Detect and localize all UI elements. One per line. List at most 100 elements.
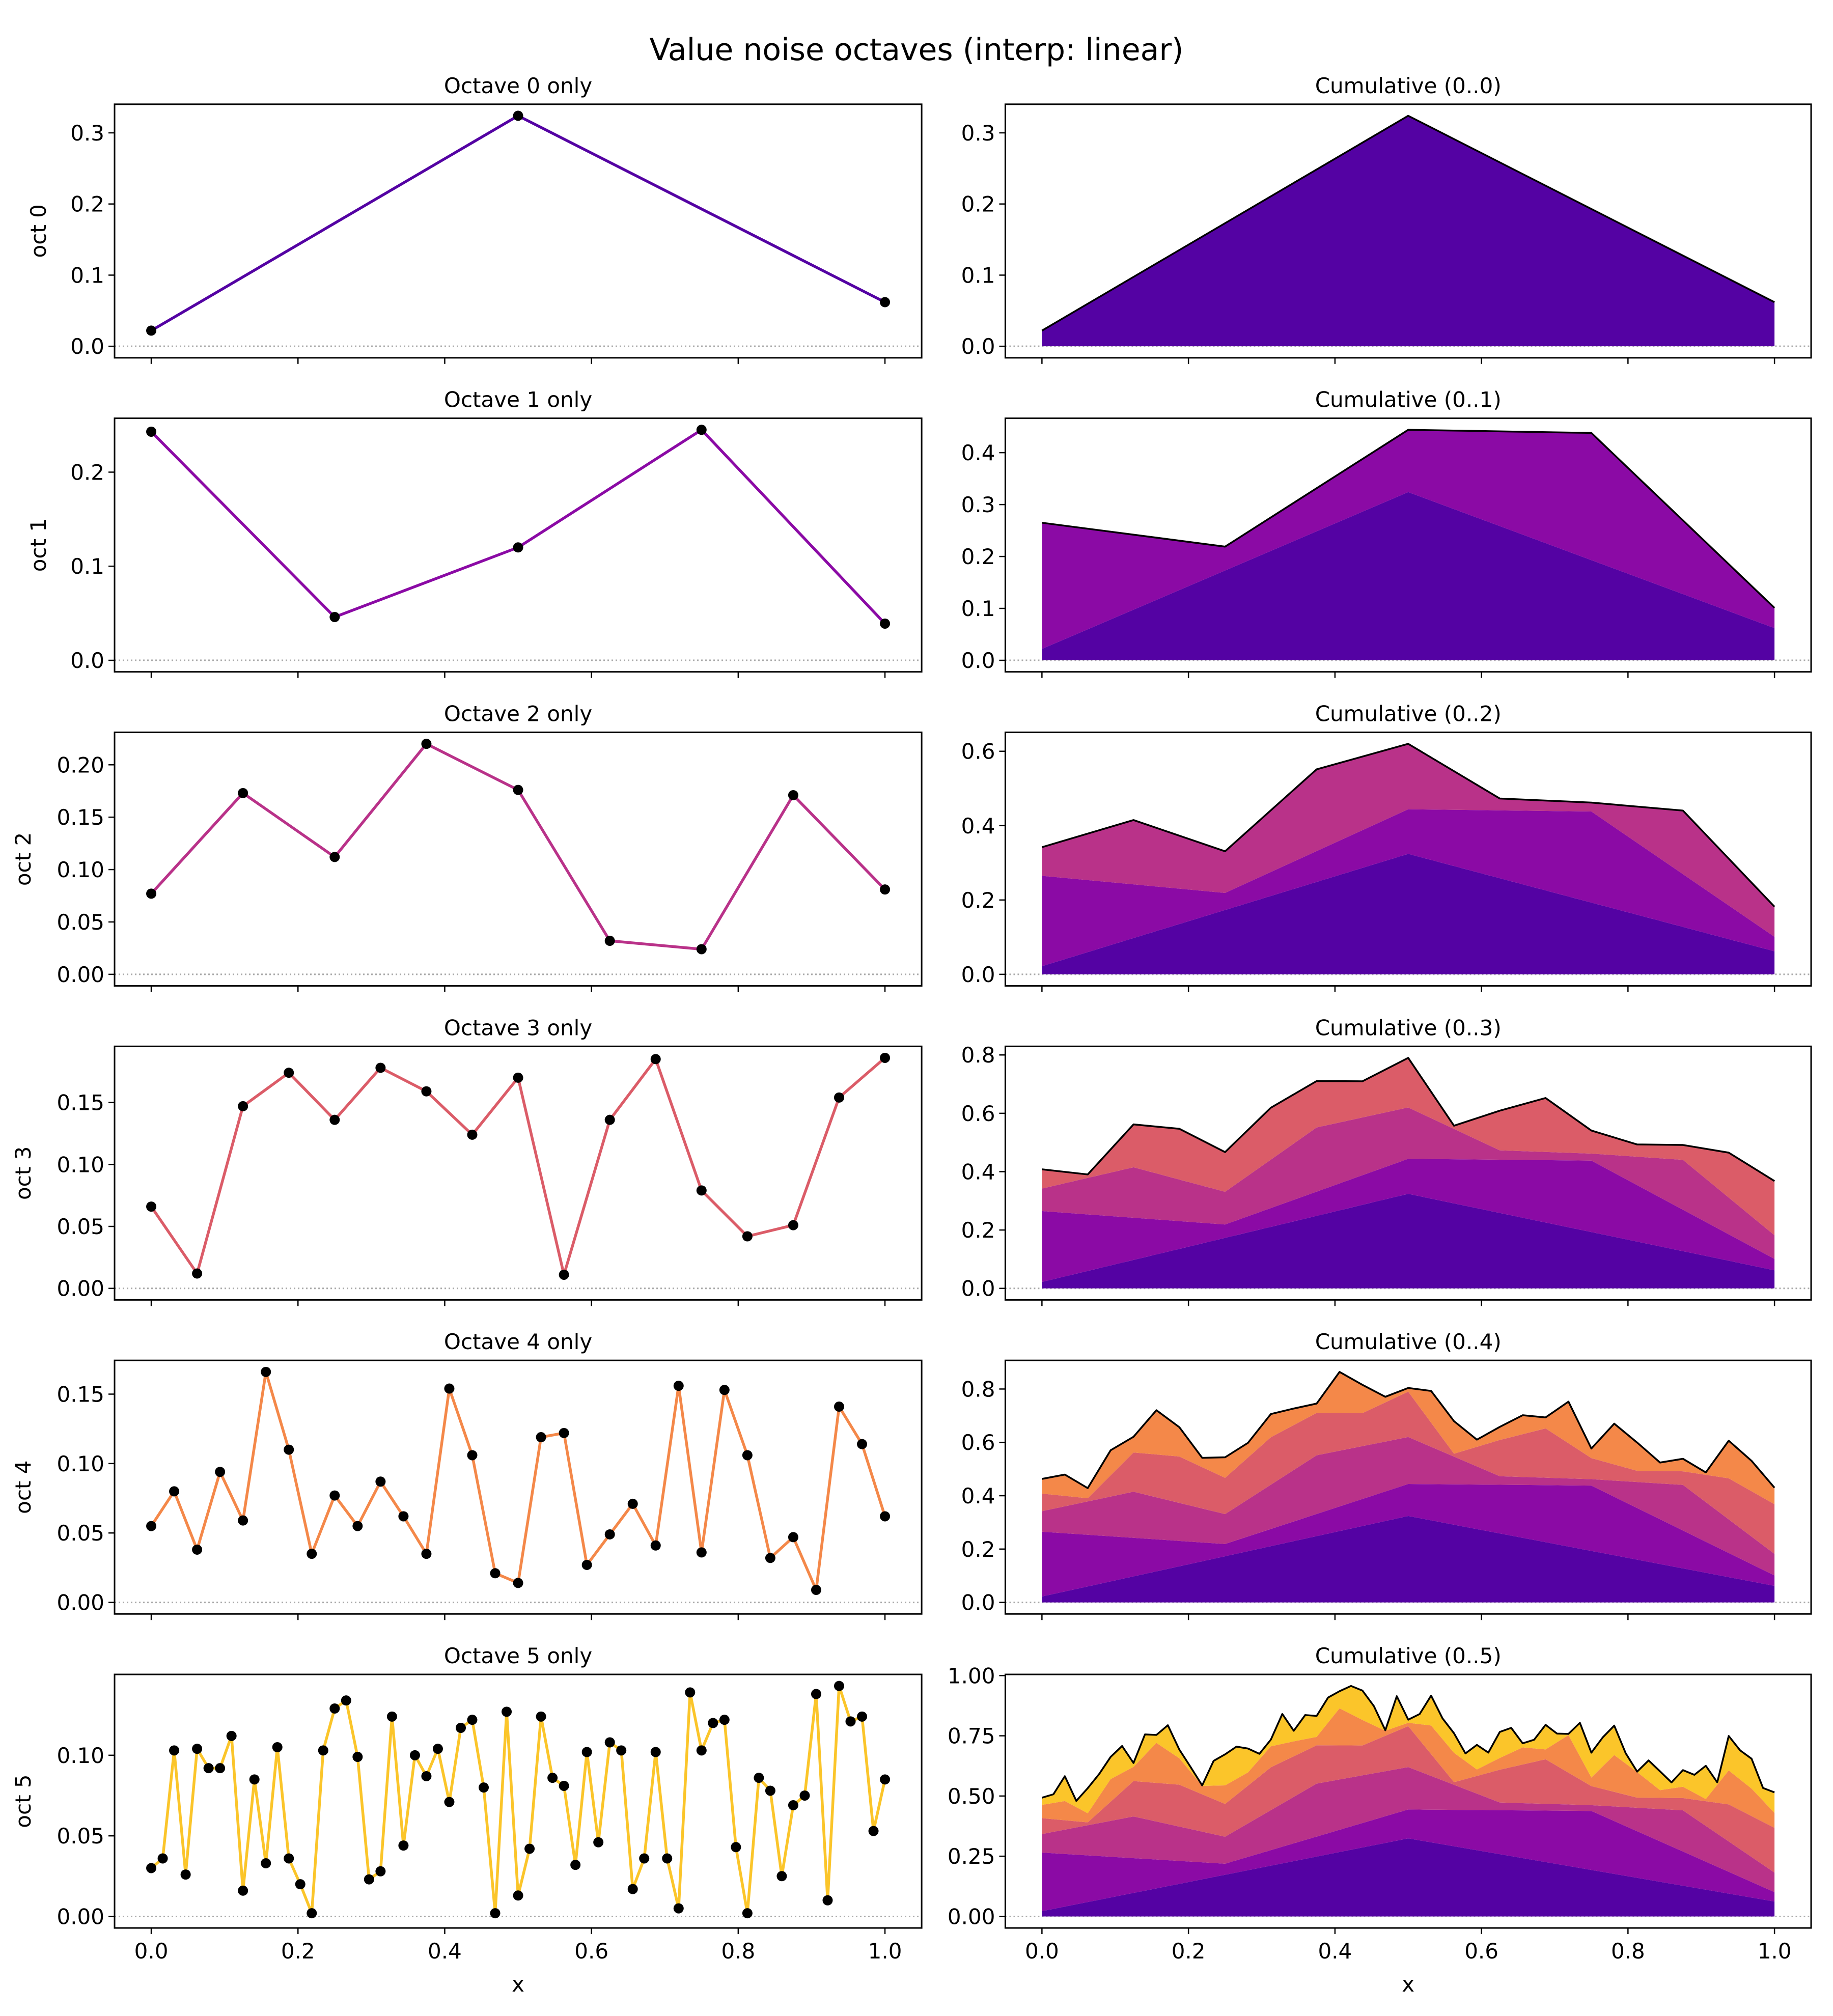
- cumulative-0-total-line: [1041, 115, 1775, 331]
- octave-4-point: [169, 1486, 180, 1497]
- cumulative-5-xtick-label: 0.0: [1025, 1939, 1059, 1964]
- octave-5-point: [180, 1869, 191, 1880]
- cumulative-0-ytick-label: 0.3: [961, 121, 995, 146]
- octave-4-point: [307, 1549, 317, 1559]
- octave-1-point: [329, 612, 340, 623]
- octave-1-point: [880, 618, 891, 629]
- octave-4-ytick-label: 0.15: [57, 1382, 104, 1407]
- octave-3-point: [742, 1231, 753, 1242]
- octave-5-point: [673, 1903, 684, 1914]
- cumulative-5-xtick-label: 0.4: [1318, 1939, 1352, 1964]
- octave-3-point: [284, 1068, 294, 1078]
- octave-5-point: [238, 1885, 248, 1896]
- octave-4-point: [375, 1476, 386, 1487]
- octave-4-point: [650, 1540, 661, 1551]
- octave-5-point: [776, 1871, 787, 1882]
- cumulative-5-xtick-label: 1.0: [1758, 1939, 1792, 1964]
- octave-0-title: Octave 0 only: [444, 73, 592, 98]
- cumulative-1-ytick-label: 0.4: [961, 440, 995, 465]
- octave-5-xlabel: x: [512, 1972, 524, 1997]
- octave-5-point: [547, 1773, 558, 1783]
- octave-4-ytick-label: 0.00: [57, 1590, 104, 1615]
- octave-4-ytick-label: 0.05: [57, 1521, 104, 1546]
- octave-1-ytick-label: 0.2: [70, 460, 104, 485]
- octave-4-point: [834, 1402, 844, 1412]
- octave-4-point: [352, 1521, 363, 1531]
- cumulative-0-ytick-label: 0.0: [961, 334, 995, 359]
- octave-5-point: [455, 1723, 466, 1733]
- octave-3-point: [238, 1101, 248, 1111]
- octave-5-point: [627, 1884, 638, 1894]
- cumulative-3-area-octave-0: [1042, 1194, 1775, 1289]
- octave-3-point: [467, 1129, 478, 1140]
- octave-4-point: [581, 1559, 592, 1570]
- octave-0-frame: [114, 103, 923, 359]
- cumulative-4-area-octave-3: [1042, 1391, 1775, 1554]
- cumulative-4-ytick-label: 0.4: [961, 1483, 995, 1508]
- octave-3-ytick-label: 0.00: [57, 1276, 104, 1301]
- octave-2-title: Octave 2 only: [444, 701, 592, 726]
- octave-5-point: [203, 1763, 214, 1774]
- octave-2-frame: [114, 731, 923, 987]
- cumulative-3-frame: [1004, 1045, 1812, 1301]
- octave-3-point: [880, 1052, 891, 1063]
- cumulative-5-xlabel: x: [1402, 1972, 1414, 1997]
- octave-1-ytick-label: 0.1: [70, 554, 104, 579]
- octave-4-point: [696, 1547, 707, 1558]
- cumulative-0-title: Cumulative (0..0): [1315, 73, 1502, 98]
- cumulative-5-xtick-label: 0.6: [1464, 1939, 1498, 1964]
- cumulative-4-total-line: [1042, 1371, 1775, 1489]
- octave-1-ylabel: oct 1: [26, 518, 51, 572]
- cumulative-3-axes: Cumulative (0..3) 0.0 0.2 0.4 0.6 0.8: [961, 1015, 1812, 1306]
- octave-4-point: [765, 1553, 775, 1563]
- octave-5-point: [432, 1744, 443, 1754]
- octave-5-axes: Octave 5 only oct 5 0.00 0.05 0.10 0.0 0.2 0.4 0…: [11, 1643, 923, 1997]
- cumulative-4-title: Cumulative (0..4): [1315, 1329, 1502, 1354]
- cumulative-5-ytick-label: 1.00: [948, 1663, 995, 1688]
- cumulative-5-xtick-label: 0.2: [1172, 1939, 1206, 1964]
- octave-5-point: [524, 1843, 535, 1854]
- octave-4-point: [513, 1578, 523, 1588]
- cumulative-5-area-octave-1: [1042, 1809, 1775, 1912]
- cumulative-4-area-octave-4: [1042, 1371, 1775, 1504]
- octave-5-point: [662, 1853, 673, 1864]
- octave-4-axes: Octave 4 only oct 4 0.00 0.05 0.10 0.15: [11, 1329, 923, 1620]
- octave-2-ytick-label: 0.05: [57, 910, 104, 935]
- octave-4-point: [261, 1366, 271, 1377]
- octave-5-point: [845, 1716, 856, 1727]
- cumulative-5-ytick-label: 0.75: [948, 1724, 995, 1749]
- octave-5-point: [788, 1800, 798, 1810]
- cumulative-0-frame: [1004, 103, 1812, 359]
- octave-5-point: [639, 1853, 650, 1864]
- figure-title: Value noise octaves (interp: linear): [650, 32, 1184, 68]
- octave-4-point: [444, 1383, 455, 1394]
- octave-4-point: [284, 1444, 294, 1455]
- octave-5-ytick-label: 0.05: [57, 1824, 104, 1849]
- cumulative-2-ytick-label: 0.6: [961, 739, 995, 764]
- octave-5-point: [215, 1763, 226, 1774]
- cumulative-2-frame: [1004, 731, 1812, 987]
- cumulative-5-ytick-label: 0.50: [948, 1784, 995, 1809]
- octave-0-ytick-label: 0.3: [70, 121, 104, 146]
- octave-3-point: [650, 1054, 661, 1065]
- octave-2-ytick-label: 0.00: [57, 962, 104, 987]
- octave-5-point: [765, 1785, 775, 1796]
- cumulative-1-area-octave-1: [1042, 430, 1775, 649]
- octave-5-point: [754, 1773, 764, 1783]
- octave-5-point: [352, 1751, 363, 1762]
- octave-5-point: [593, 1837, 604, 1847]
- cumulative-0-area-octave-0: [1042, 116, 1775, 347]
- octave-5-point: [502, 1706, 512, 1717]
- octave-0-ytick-label: 0.1: [70, 263, 104, 288]
- octave-3-axes: Octave 3 only oct 3 0.00 0.05 0.10 0.15: [11, 1015, 923, 1306]
- cumulative-3-title: Cumulative (0..3): [1315, 1015, 1502, 1040]
- octave-5-point: [444, 1797, 455, 1807]
- octave-3-point: [146, 1201, 157, 1212]
- octave-1-point: [696, 425, 707, 435]
- octave-5-frame: [114, 1673, 923, 1929]
- cumulative-0-axes: Cumulative (0..0) 0.0 0.1 0.2 0.3: [961, 73, 1812, 364]
- cumulative-4-ytick-label: 0.8: [961, 1377, 995, 1402]
- octave-5-point: [398, 1840, 409, 1851]
- octave-0-ylabel: oct 0: [26, 204, 51, 258]
- octave-1-point: [146, 426, 157, 437]
